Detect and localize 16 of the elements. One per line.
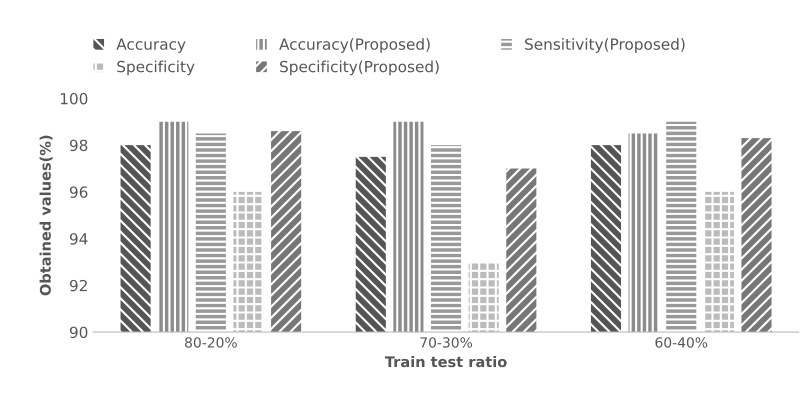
y-tick-label: 94 (70, 233, 88, 245)
legend-label: Accuracy(Proposed) (279, 38, 430, 53)
y-tick-label: 96 (70, 186, 88, 198)
y-tick-label: 92 (70, 280, 87, 292)
legend-label: Specificity(Proposed) (280, 60, 439, 76)
x-tick-label: 70-30% (420, 337, 472, 348)
x-tick-label: 60-40% (655, 337, 708, 348)
legend-label: Sensitivity(Proposed) (525, 38, 685, 53)
y-tick-label: 100 (60, 92, 88, 104)
y-tick-label: 90 (70, 326, 88, 338)
y-axis-title: Obtained values(%) (40, 136, 53, 296)
x-tick-label: 80-20% (185, 337, 237, 348)
x-axis-title: Train test ratio (384, 356, 507, 368)
legend-label: Specificity (117, 60, 195, 76)
y-tick-label: 98 (70, 140, 88, 152)
legend-label: Accuracy (116, 38, 186, 53)
